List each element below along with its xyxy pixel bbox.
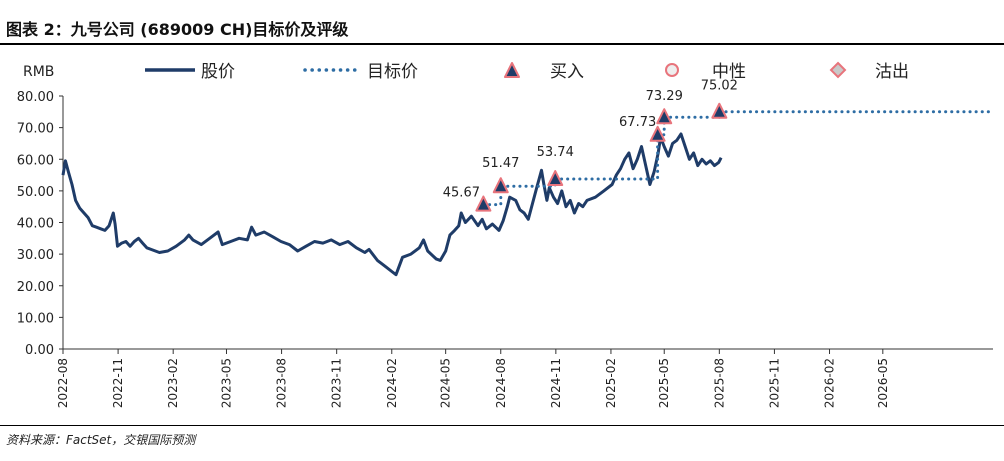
source-note: 资料来源：FactSet，交银国际预测 <box>6 433 196 447</box>
axes: 0.00 10.00 20.00 30.00 40.00 50.00 60.00 70.00 8… <box>17 64 993 408</box>
target-price-label: 53.74 <box>537 145 574 160</box>
source-rule <box>0 425 1004 426</box>
y-tick-label: 50.00 <box>17 185 54 200</box>
buy-rating-marker <box>475 195 492 212</box>
y-tick-label: 80.00 <box>17 90 54 105</box>
x-tick-label: 2023-11 <box>330 358 344 408</box>
legend-swatch-buy <box>504 62 520 78</box>
target-price-label: 51.47 <box>482 156 519 171</box>
legend-label: 沽出 <box>875 62 909 82</box>
legend-swatch-neutral <box>665 63 679 77</box>
buy-rating-marker <box>649 125 666 142</box>
target-price-label: 67.73 <box>619 115 656 130</box>
legend-item-price: 股价 <box>145 62 235 82</box>
target-price-label: 75.02 <box>701 79 738 94</box>
x-tick-label: 2026-02 <box>823 358 837 408</box>
title-rule <box>0 43 1004 45</box>
legend-item-neutral: 中性 <box>665 62 746 82</box>
x-tick-label: 2022-08 <box>56 358 70 408</box>
y-tick-label: 60.00 <box>17 153 54 168</box>
share-price-line <box>61 132 723 277</box>
y-tick-label: 30.00 <box>17 248 54 263</box>
y-tick-label: 70.00 <box>17 122 54 137</box>
x-tick-label: 2024-08 <box>494 358 508 408</box>
target-price-label: 73.29 <box>646 89 683 104</box>
x-tick-label: 2024-05 <box>439 358 453 408</box>
y-tick-label: 40.00 <box>17 217 54 232</box>
legend-item-target: 目标价 <box>303 62 418 82</box>
y-unit-label: RMB <box>23 64 54 80</box>
buy-rating-marker <box>711 102 728 119</box>
x-tick-label: 2026-05 <box>876 358 890 408</box>
legend-item-sell: 沽出 <box>829 61 909 82</box>
buy-rating-marker <box>547 170 564 187</box>
legend: 股价 目标价 买入 中性 沽出 <box>145 61 909 82</box>
x-tick-label: 2023-02 <box>166 358 180 408</box>
legend-label: 中性 <box>712 62 746 82</box>
x-tick-label: 2024-02 <box>385 358 399 408</box>
y-tick-label: 20.00 <box>17 280 54 295</box>
legend-label: 目标价 <box>367 62 418 82</box>
series-layer <box>61 110 995 277</box>
legend-swatch-sell <box>829 61 847 79</box>
legend-label: 买入 <box>550 62 584 82</box>
x-tick-label: 2023-08 <box>275 358 289 408</box>
x-tick-label: 2024-11 <box>549 358 563 408</box>
x-tick-label: 2025-11 <box>767 358 781 408</box>
x-tick-label: 2022-11 <box>111 358 125 408</box>
y-tick-label: 0.00 <box>25 343 54 358</box>
buy-rating-marker <box>492 177 509 194</box>
buy-rating-marker <box>656 108 673 125</box>
x-tick-label: 2025-02 <box>604 358 618 408</box>
x-tick-label: 2025-08 <box>712 358 726 408</box>
x-tick-label: 2023-05 <box>219 358 233 408</box>
chart-canvas: 股价 目标价 买入 中性 沽出 0.00 10.00 20.00 30.00 40.00 50.0… <box>17 61 995 408</box>
x-tick-label: 2025-05 <box>657 358 671 408</box>
y-tick-label: 10.00 <box>17 311 54 326</box>
chart-title: 图表 2：九号公司 (689009 CH)目标价及评级 <box>6 20 349 39</box>
target-price-label: 45.67 <box>443 186 480 201</box>
legend-label: 股价 <box>201 62 235 82</box>
legend-item-buy: 买入 <box>504 62 584 82</box>
